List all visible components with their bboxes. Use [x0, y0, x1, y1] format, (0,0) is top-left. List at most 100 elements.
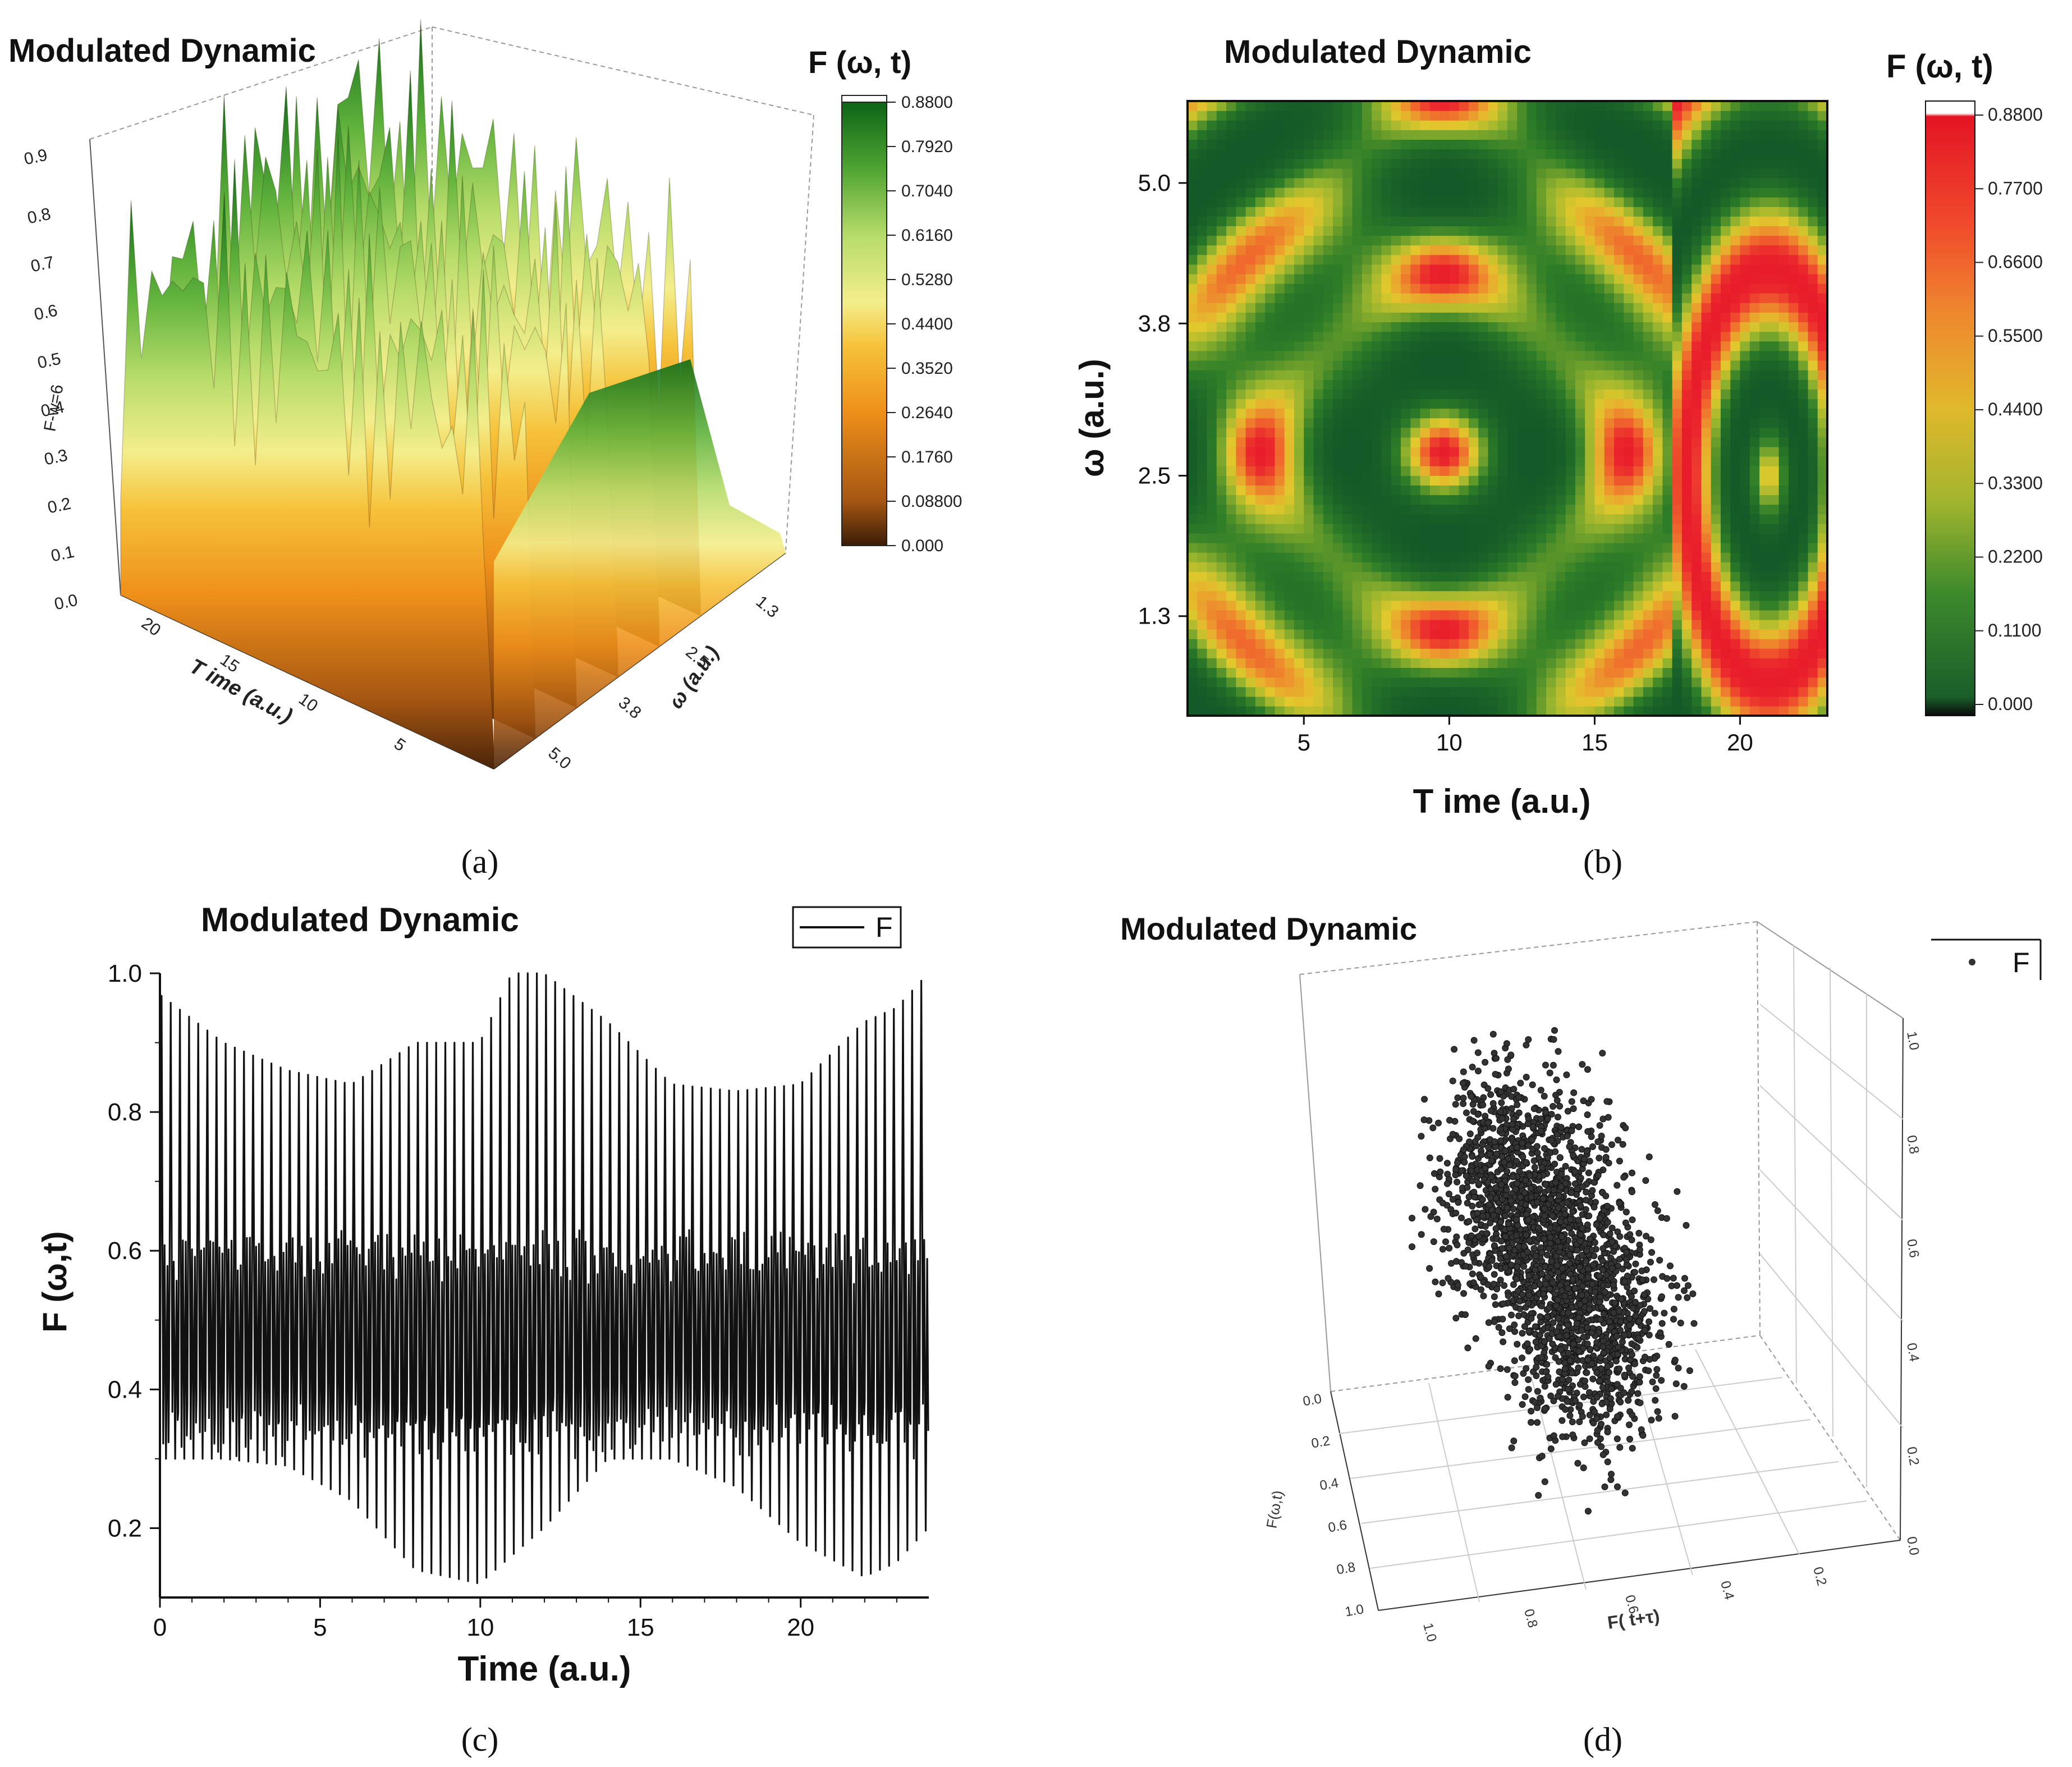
heatmap-cell — [1711, 245, 1721, 255]
scatter-point — [1680, 1383, 1688, 1390]
heatmap-cell — [1759, 571, 1770, 582]
heatmap-cell — [1749, 264, 1760, 274]
heatmap-cell — [1672, 686, 1683, 697]
heatmap-cell — [1527, 427, 1537, 438]
heatmap-cell — [1468, 274, 1479, 284]
heatmap-cell — [1420, 101, 1431, 111]
scatter-point — [1511, 1379, 1519, 1386]
heatmap-cell — [1701, 610, 1712, 620]
heatmap-cell — [1730, 350, 1741, 361]
heatmap-cell — [1759, 466, 1770, 476]
heatmap-cell — [1265, 399, 1276, 409]
heatmap-cell — [1236, 437, 1246, 447]
heatmap-cell — [1711, 648, 1721, 658]
heatmap-cell — [1798, 303, 1809, 313]
heatmap-cell — [1342, 629, 1353, 639]
heatmap-cell — [1429, 629, 1440, 639]
heatmap-cell — [1624, 254, 1634, 265]
heatmap-cell — [1740, 303, 1750, 313]
heatmap-cell — [1265, 427, 1276, 438]
heatmap-cell — [1197, 293, 1208, 303]
heatmap-cell — [1294, 207, 1304, 217]
heatmap-cell — [1721, 427, 1731, 438]
heatmap-cell — [1614, 562, 1624, 572]
heatmap-cell — [1275, 379, 1285, 390]
heatmap-cell — [1701, 331, 1712, 342]
heatmap-cell — [1265, 610, 1276, 620]
heatmap-cell — [1778, 495, 1789, 505]
heatmap-cell — [1275, 216, 1285, 226]
heatmap-cell — [1817, 427, 1827, 438]
heatmap-cell — [1808, 533, 1818, 543]
heatmap-cell — [1643, 293, 1653, 303]
heatmap-cell — [1294, 322, 1304, 332]
heatmap-cell — [1565, 475, 1576, 486]
heatmap-cell — [1459, 639, 1469, 649]
heatmap-cell — [1788, 158, 1799, 169]
heatmap-cell — [1313, 686, 1324, 697]
heatmap-cell — [1769, 130, 1780, 140]
panel-b-heatmap-chart: Modulated Dynamic 5 10 15 20 T ime (a.u.) 5… — [1073, 34, 2043, 880]
heatmap-cell — [1265, 418, 1276, 428]
heatmap-cell — [1507, 408, 1518, 419]
heatmap-cell — [1701, 475, 1712, 486]
heatmap-cell — [1255, 552, 1266, 562]
heatmap-cell — [1372, 667, 1382, 678]
heatmap-cell — [1594, 370, 1605, 380]
heatmap-cell — [1517, 667, 1528, 678]
heatmap-cell — [1440, 427, 1450, 438]
scatter-point — [1435, 1119, 1442, 1127]
heatmap-cell — [1527, 216, 1537, 226]
heatmap-cell — [1749, 399, 1760, 409]
heatmap-cell — [1342, 639, 1353, 649]
heatmap-cell — [1333, 437, 1343, 447]
heatmap-cell — [1672, 639, 1683, 649]
heatmap-cell — [1216, 648, 1227, 658]
heatmap-cell — [1333, 466, 1343, 476]
heatmap-cell — [1653, 581, 1663, 592]
heatmap-cell — [1420, 120, 1431, 130]
heatmap-cell — [1236, 523, 1246, 534]
heatmap-cell — [1342, 226, 1353, 236]
heatmap-cell — [1691, 495, 1702, 505]
heatmap-cell — [1381, 341, 1392, 351]
colorbar-gradient — [841, 102, 887, 546]
heatmap-cell — [1440, 187, 1450, 198]
heatmap-cell — [1681, 216, 1692, 226]
heatmap-cell — [1604, 571, 1615, 582]
heatmap-cell — [1188, 130, 1198, 140]
heatmap-cell — [1188, 543, 1198, 553]
heatmap-cell — [1653, 629, 1663, 639]
heatmap-cell — [1362, 610, 1372, 620]
heatmap-cell — [1585, 408, 1596, 419]
heatmap-cell — [1468, 552, 1479, 562]
heatmap-cell — [1749, 446, 1760, 457]
heatmap-cell — [1188, 187, 1198, 198]
heatmap-cell — [1721, 370, 1731, 380]
heatmap-cell — [1449, 408, 1460, 419]
heatmap-cell — [1749, 696, 1760, 707]
heatmap-cell — [1778, 322, 1789, 332]
heatmap-cell — [1808, 504, 1818, 515]
heatmap-cell — [1459, 264, 1469, 274]
heatmap-cell — [1546, 235, 1556, 246]
x-tick-label: 15 — [627, 1614, 654, 1641]
heatmap-cell — [1798, 706, 1809, 716]
heatmap-cell — [1624, 370, 1634, 380]
heatmap-cell — [1362, 686, 1372, 697]
heatmap-cell — [1468, 207, 1479, 217]
heatmap-cell — [1701, 187, 1712, 198]
heatmap-cell — [1507, 533, 1518, 543]
scatter-point — [1523, 1041, 1530, 1049]
heatmap-cell — [1333, 120, 1343, 130]
heatmap-cell — [1391, 610, 1401, 620]
heatmap-cell — [1440, 648, 1450, 658]
heatmap-cell — [1778, 504, 1789, 515]
heatmap-cell — [1352, 571, 1363, 582]
heatmap-cell — [1362, 149, 1372, 159]
heatmap-cell — [1778, 571, 1789, 582]
heatmap-cell — [1527, 562, 1537, 572]
z-tick: 0.6 — [33, 301, 59, 324]
heatmap-cell — [1624, 427, 1634, 438]
heatmap-cell — [1730, 437, 1741, 447]
